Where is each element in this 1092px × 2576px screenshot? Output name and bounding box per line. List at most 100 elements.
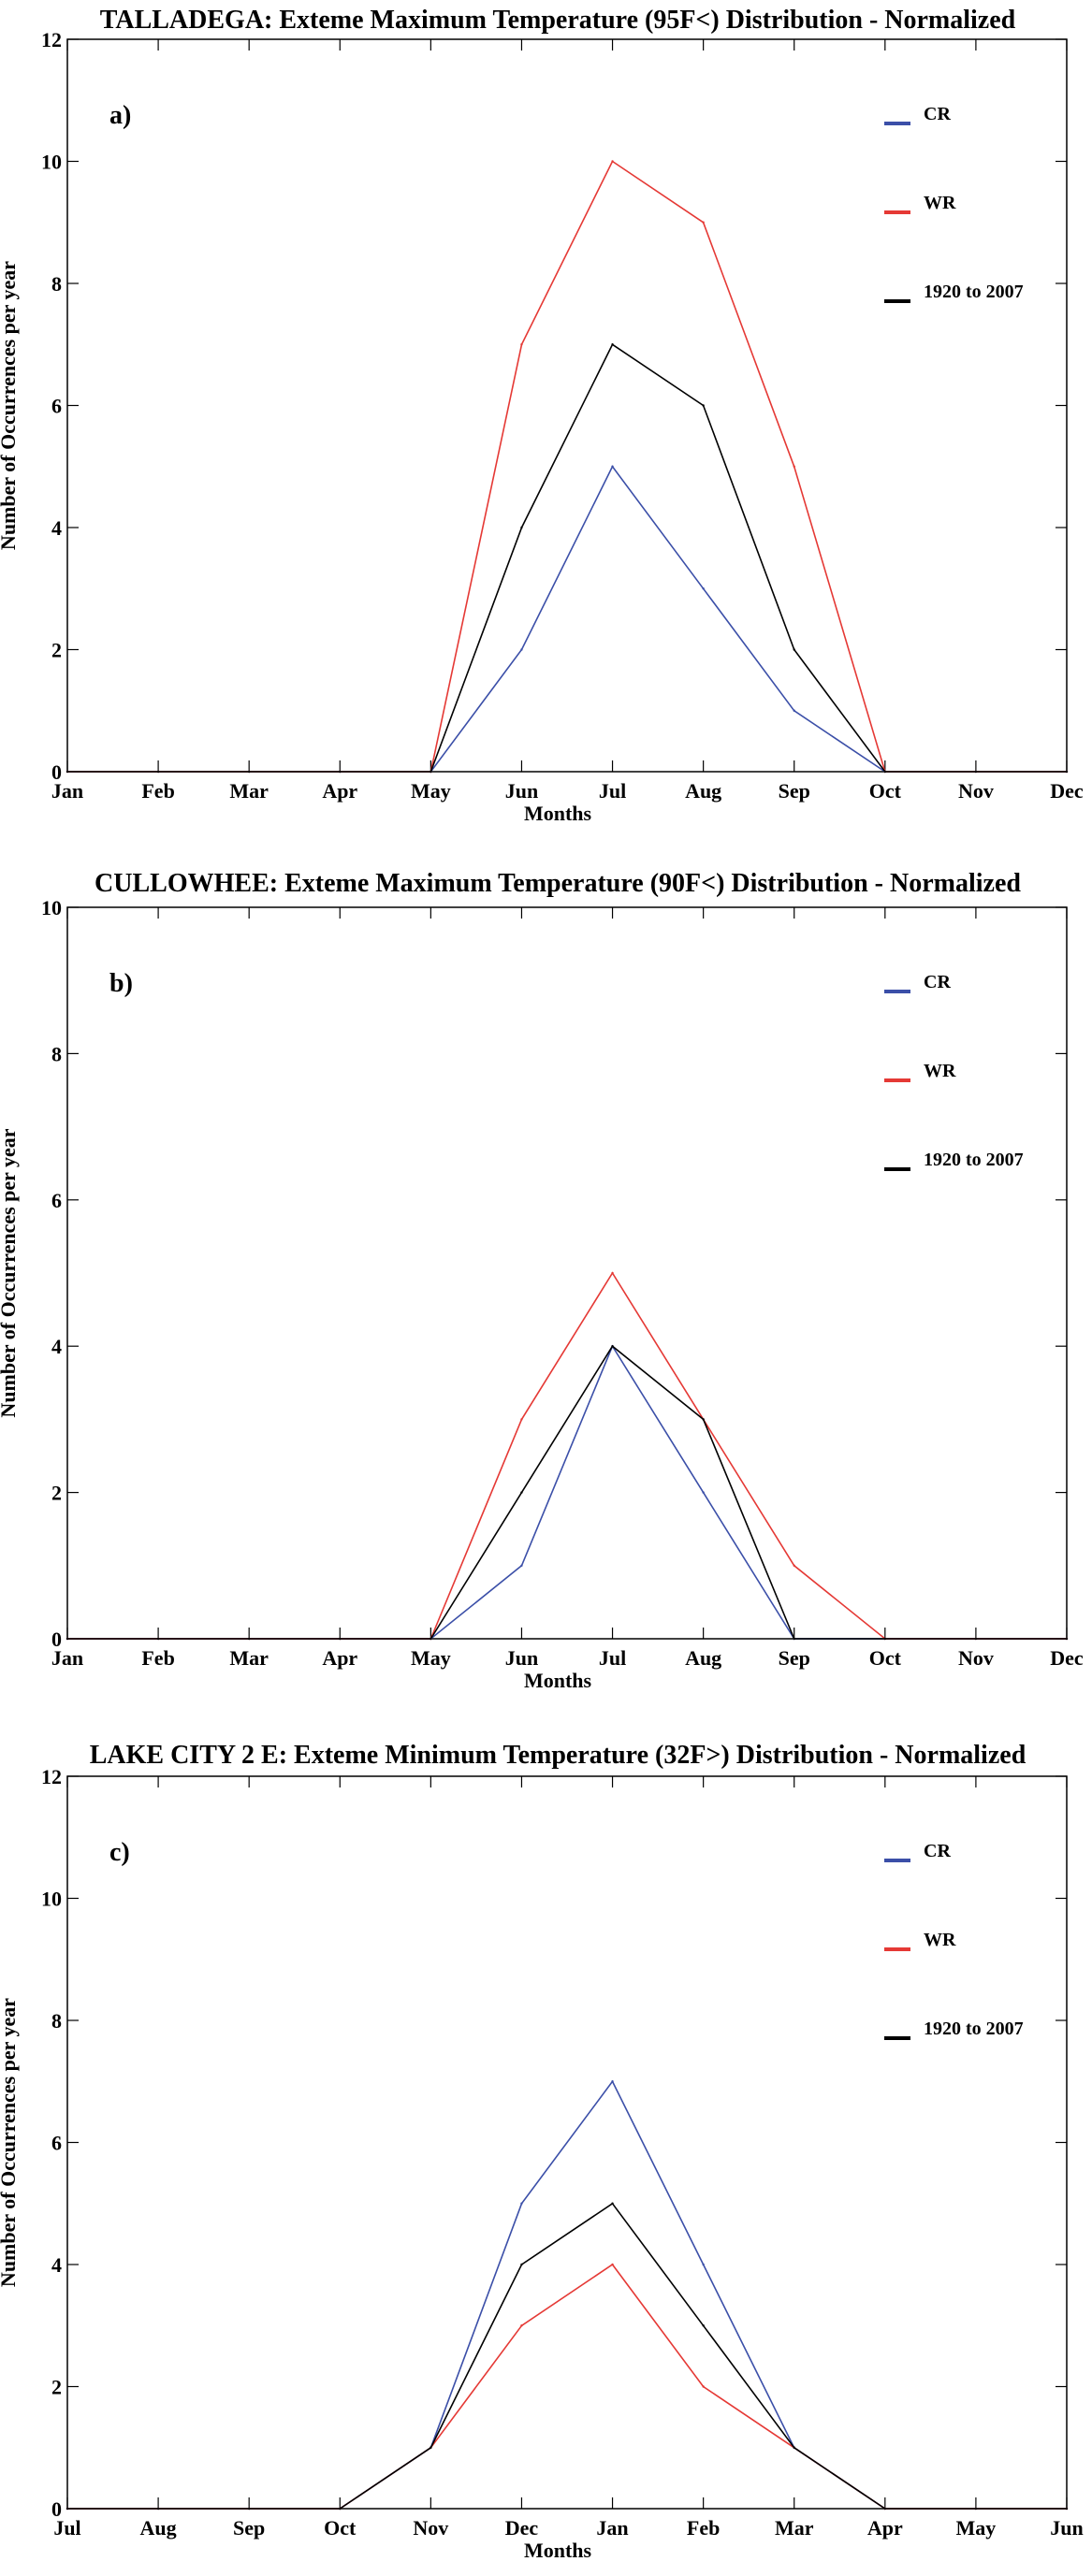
data-point bbox=[1065, 1637, 1069, 1641]
data-point bbox=[520, 2263, 523, 2266]
data-point bbox=[339, 1637, 342, 1641]
data-point bbox=[702, 2324, 705, 2327]
x-tick-label: Dec bbox=[1050, 1646, 1084, 1670]
x-tick-label: Nov bbox=[413, 2516, 448, 2540]
x-tick-label: Apr bbox=[322, 1646, 357, 1670]
chart-title: CULLOWHEE: Exteme Maximum Temperature (9… bbox=[95, 869, 1021, 898]
data-point bbox=[156, 1637, 160, 1641]
x-tick-label: Jan bbox=[596, 2516, 628, 2540]
chart-title: TALLADEGA: Exteme Maximum Temperature (9… bbox=[100, 6, 1016, 35]
x-tick-label: Aug bbox=[685, 779, 721, 803]
legend-entry: WR bbox=[924, 193, 956, 213]
x-tick-label: Jun bbox=[505, 779, 538, 803]
x-tick-label: May bbox=[956, 2516, 997, 2540]
y-tick-label: 8 bbox=[51, 272, 62, 296]
data-point bbox=[611, 343, 614, 346]
panel-label: b) bbox=[109, 969, 133, 998]
data-point bbox=[1065, 2507, 1069, 2511]
data-point bbox=[611, 2202, 614, 2205]
y-tick-label: 8 bbox=[51, 2009, 62, 2033]
legend-entry: CR bbox=[924, 104, 951, 124]
data-point bbox=[520, 1564, 523, 1568]
x-tick-label: Jul bbox=[53, 2516, 80, 2540]
x-tick-label: Feb bbox=[687, 2516, 720, 2540]
data-point bbox=[793, 465, 795, 468]
y-axis-label: Number of Occurrences per year bbox=[0, 261, 20, 550]
x-tick-label: Apr bbox=[322, 779, 357, 803]
y-tick-label: 2 bbox=[51, 2376, 62, 2399]
x-tick-label: Oct bbox=[869, 779, 902, 803]
y-axis-label: Number of Occurrences per year bbox=[0, 1998, 20, 2287]
data-point bbox=[974, 1637, 978, 1641]
x-tick-label: Jan bbox=[51, 1646, 83, 1670]
data-point bbox=[611, 2263, 614, 2266]
x-tick-label: Sep bbox=[233, 2516, 265, 2540]
y-tick-label: 6 bbox=[51, 2132, 62, 2155]
data-point bbox=[520, 648, 523, 651]
data-point bbox=[247, 2507, 251, 2511]
data-point bbox=[430, 1637, 432, 1641]
x-tick-label: Nov bbox=[958, 779, 994, 803]
y-tick-label: 10 bbox=[41, 1888, 62, 1911]
x-axis-label: Months bbox=[524, 1669, 592, 1692]
data-point bbox=[611, 1345, 614, 1348]
legend-entry: WR bbox=[924, 1930, 956, 1950]
plot-frame bbox=[66, 906, 1068, 1640]
panel-label: a) bbox=[109, 101, 131, 130]
data-point bbox=[156, 770, 160, 774]
chart-panel-0: TALLADEGA: Exteme Maximum Temperature (9… bbox=[0, 6, 1084, 825]
x-tick-label: Mar bbox=[229, 1646, 269, 1670]
x-tick-label: Sep bbox=[779, 1646, 810, 1670]
data-point bbox=[702, 1418, 705, 1421]
data-point bbox=[611, 1271, 614, 1275]
y-tick-label: 0 bbox=[51, 2497, 62, 2521]
data-point bbox=[974, 2507, 978, 2511]
data-point bbox=[793, 648, 795, 651]
legend-entry: CR bbox=[924, 1841, 951, 1861]
data-point bbox=[1065, 770, 1069, 774]
data-point bbox=[520, 1418, 523, 1421]
legend-entry: 1920 to 2007 bbox=[924, 282, 1024, 302]
data-point bbox=[793, 2446, 795, 2449]
data-point bbox=[883, 1637, 887, 1641]
x-tick-label: Aug bbox=[685, 1646, 721, 1670]
series-line-wr bbox=[67, 2263, 1067, 2510]
x-tick-label: Dec bbox=[505, 2516, 539, 2540]
plot-frame bbox=[66, 38, 1068, 773]
series-line-1920-to-2007 bbox=[67, 343, 1067, 773]
panel-label: c) bbox=[109, 1838, 130, 1867]
y-tick-label: 6 bbox=[51, 395, 62, 418]
data-point bbox=[702, 221, 705, 224]
y-tick-label: 10 bbox=[41, 151, 62, 174]
series-line-1920-to-2007 bbox=[67, 1345, 1067, 1640]
data-point bbox=[702, 2263, 705, 2266]
x-axis-label: Months bbox=[524, 802, 592, 825]
data-point bbox=[520, 2202, 523, 2205]
x-tick-label: Sep bbox=[779, 779, 810, 803]
data-point bbox=[611, 465, 614, 468]
x-tick-label: Mar bbox=[775, 2516, 814, 2540]
y-tick-label: 10 bbox=[41, 896, 62, 919]
chart-panel-1: CULLOWHEE: Exteme Maximum Temperature (9… bbox=[0, 869, 1084, 1692]
x-tick-label: Jul bbox=[599, 1646, 626, 1670]
x-tick-label: Feb bbox=[141, 1646, 174, 1670]
y-tick-label: 2 bbox=[51, 1482, 62, 1505]
data-point bbox=[339, 770, 342, 774]
data-point bbox=[793, 709, 795, 712]
y-axis-label: Number of Occurrences per year bbox=[0, 1128, 20, 1417]
y-tick-label: 12 bbox=[41, 1765, 62, 1788]
data-point bbox=[66, 1637, 69, 1641]
y-tick-label: 4 bbox=[51, 516, 62, 540]
data-point bbox=[247, 770, 251, 774]
data-point bbox=[974, 770, 978, 774]
chart-panel-2: LAKE CITY 2 E: Exteme Minimum Temperatur… bbox=[0, 1741, 1084, 2562]
data-point bbox=[702, 404, 705, 407]
data-point bbox=[611, 2080, 614, 2083]
series-line-1920-to-2007 bbox=[67, 2202, 1067, 2510]
series-line-cr bbox=[67, 465, 1067, 773]
data-point bbox=[702, 2385, 705, 2388]
y-tick-label: 8 bbox=[51, 1042, 62, 1065]
x-axis-label: Months bbox=[524, 2539, 592, 2562]
data-point bbox=[793, 1564, 795, 1568]
chart-title: LAKE CITY 2 E: Exteme Minimum Temperatur… bbox=[90, 1741, 1026, 1770]
